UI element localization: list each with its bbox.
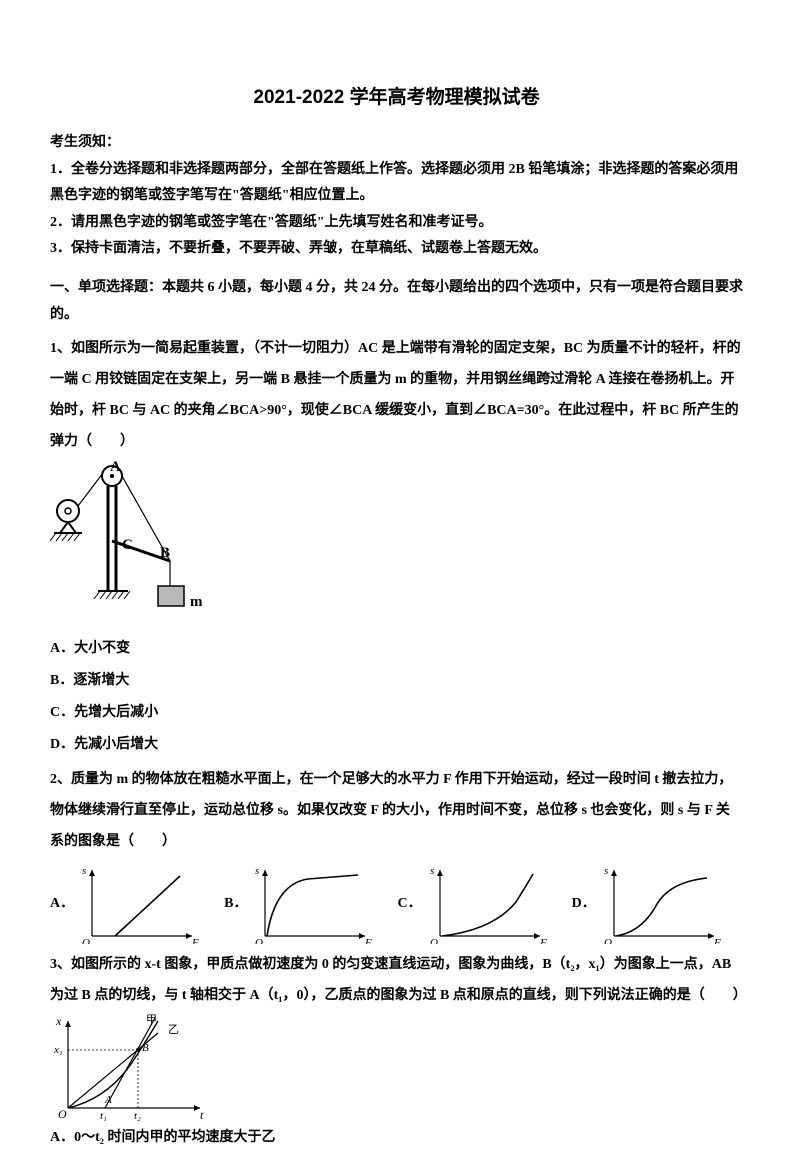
q3-figure: x t O B x₁ t₁ t₂ A 甲 乙 bbox=[50, 1013, 210, 1123]
page-title: 2021-2022 学年高考物理模拟试卷 bbox=[50, 80, 743, 116]
q3-option-A: A．0～t₂ 时间内甲的平均速度大于乙 bbox=[50, 1125, 743, 1152]
svg-text:s: s bbox=[82, 865, 86, 877]
svg-text:x: x bbox=[55, 1014, 62, 1028]
q3-figure-svg: x t O B x₁ t₁ t₂ A 甲 乙 bbox=[50, 1013, 210, 1123]
q3-stem: 3、如图所示的 x-t 图象，甲质点做初速度为 0 的匀变速直线运动，图象为曲线… bbox=[50, 950, 743, 1012]
q1-figure: A C B m bbox=[50, 461, 230, 631]
svg-text:s: s bbox=[430, 865, 434, 877]
q1-figure-svg: A C B m bbox=[50, 461, 230, 631]
svg-text:x₁: x₁ bbox=[53, 1044, 63, 1056]
q2-option-D: D． F s O bbox=[572, 864, 722, 944]
svg-text:t: t bbox=[200, 1108, 204, 1122]
q1-label-C: C bbox=[122, 537, 133, 553]
svg-text:F: F bbox=[713, 937, 721, 944]
q2-charts-row: A． F s O B． F s O C． bbox=[50, 864, 743, 944]
q1-label-A: A bbox=[110, 461, 121, 475]
q2-option-B: B． F s O bbox=[224, 864, 373, 944]
q2-chart-A: F s O bbox=[80, 864, 200, 944]
section-1-header: 一、单项选择题：本题共 6 小题，每小题 4 分，共 24 分。在每小题给出的四… bbox=[50, 275, 743, 328]
svg-text:O: O bbox=[430, 937, 438, 944]
svg-text:O: O bbox=[58, 1107, 67, 1121]
svg-text:t₂: t₂ bbox=[134, 1110, 141, 1122]
svg-text:A: A bbox=[104, 1094, 112, 1106]
q1-label-B: B bbox=[160, 545, 170, 561]
instruction-line-2: 2．请用黑色字迹的钢笔或签字笔在"答题纸"上先填写姓名和准考证号。 bbox=[50, 210, 743, 237]
svg-text:F: F bbox=[364, 937, 372, 944]
q1-label-m: m bbox=[190, 594, 203, 610]
q2-option-A-label: A． bbox=[50, 891, 74, 918]
q1-option-B: B．逐渐增大 bbox=[50, 667, 743, 695]
svg-text:甲: 甲 bbox=[146, 1014, 157, 1026]
q2-option-D-label: D． bbox=[572, 891, 596, 918]
svg-text:O: O bbox=[604, 937, 612, 944]
q2-option-B-label: B． bbox=[224, 891, 247, 918]
q2-option-A: A． F s O bbox=[50, 864, 200, 944]
instruction-line-3: 3．保持卡面清洁，不要折叠，不要弄破、弄皱，在草稿纸、试题卷上答题无效。 bbox=[50, 236, 743, 263]
svg-text:F: F bbox=[191, 937, 199, 944]
q2-chart-D: F s O bbox=[602, 864, 722, 944]
q2-stem: 2、质量为 m 的物体放在粗糙水平面上，在一个足够大的水平力 F 作用下开始运动… bbox=[50, 765, 743, 857]
instruction-header: 考生须知： bbox=[50, 130, 743, 157]
q1-option-D: D．先减小后增大 bbox=[50, 731, 743, 759]
instruction-line-1: 1．全卷分选择题和非选择题两部分，全部在答题纸上作答。选择题必须用 2B 铅笔填… bbox=[50, 157, 743, 210]
q1-stem: 1、如图所示为一简易起重装置，（不计一切阻力）AC 是上端带有滑轮的固定支架，B… bbox=[50, 334, 743, 457]
svg-text:s: s bbox=[604, 865, 608, 877]
svg-text:t₁: t₁ bbox=[100, 1110, 107, 1122]
svg-text:乙: 乙 bbox=[168, 1023, 179, 1036]
q2-chart-B: F s O bbox=[253, 864, 373, 944]
q1-option-C: C．先增大后减小 bbox=[50, 699, 743, 727]
svg-text:O: O bbox=[255, 937, 263, 944]
q2-chart-C: F s O bbox=[428, 864, 548, 944]
svg-text:F: F bbox=[539, 937, 547, 944]
svg-text:O: O bbox=[82, 937, 90, 944]
q1-options: A．大小不变 B．逐渐增大 C．先增大后减小 D．先减小后增大 bbox=[50, 635, 743, 759]
svg-text:s: s bbox=[255, 865, 259, 877]
q2-option-C-label: C． bbox=[397, 891, 421, 918]
q1-option-A: A．大小不变 bbox=[50, 635, 743, 663]
svg-text:B: B bbox=[142, 1042, 149, 1054]
q2-option-C: C． F s O bbox=[397, 864, 547, 944]
